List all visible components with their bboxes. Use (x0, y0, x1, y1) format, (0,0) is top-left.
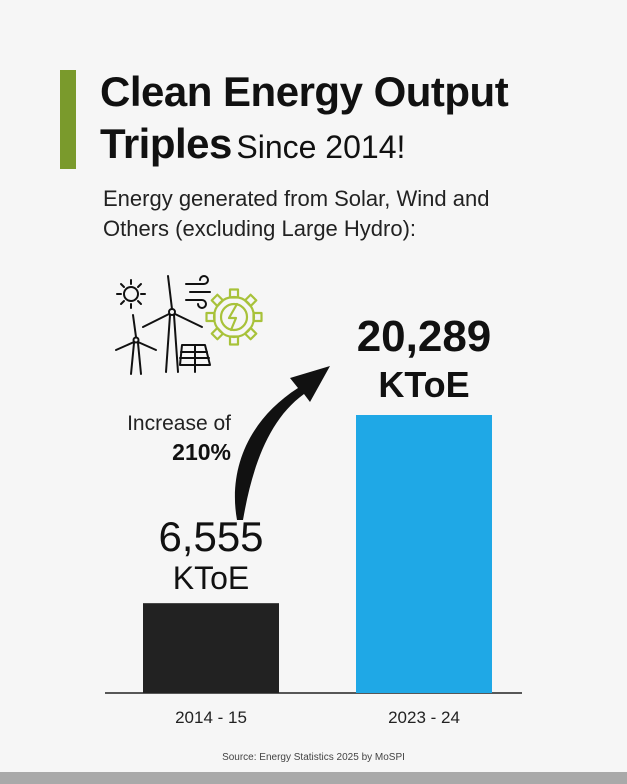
subtitle: Energy generated from Solar, Wind and Ot… (103, 186, 490, 241)
wind-turbine-icon (142, 275, 203, 373)
bar-2023-24 (356, 415, 492, 693)
increase-label: Increase of (127, 412, 231, 435)
category-label-2014-15: 2014 - 15 (175, 708, 247, 727)
unit-label-2014-15: KToE (173, 560, 249, 596)
title-line-2-rest: Since 2014! (236, 129, 406, 165)
value-label-2014-15: 6,555 (158, 513, 263, 560)
page-title: Clean Energy Output Triples Since 2014! (100, 66, 600, 180)
unit-label-2023-24: KToE (378, 364, 469, 405)
footer-strip (0, 772, 627, 784)
solar-panel-icon (179, 344, 211, 373)
small-wind-turbine-icon (115, 314, 157, 375)
title-line-1: Clean Energy Output (100, 68, 509, 115)
curved-arrow-icon (234, 366, 330, 520)
source-note: Source: Energy Statistics 2025 by MoSPI (222, 752, 405, 763)
value-label-2023-24: 20,289 (357, 312, 492, 361)
title-line-2-bold: Triples (100, 120, 232, 167)
energy-icon-cluster (115, 275, 211, 375)
sun-icon (116, 279, 146, 309)
wind-icon (185, 275, 211, 309)
category-label-2023-24: 2023 - 24 (388, 708, 460, 727)
accent-bar (60, 70, 76, 169)
bar-2014-15 (143, 603, 279, 693)
green-energy-gear-icon (205, 288, 263, 346)
increase-value: 210% (172, 439, 231, 465)
